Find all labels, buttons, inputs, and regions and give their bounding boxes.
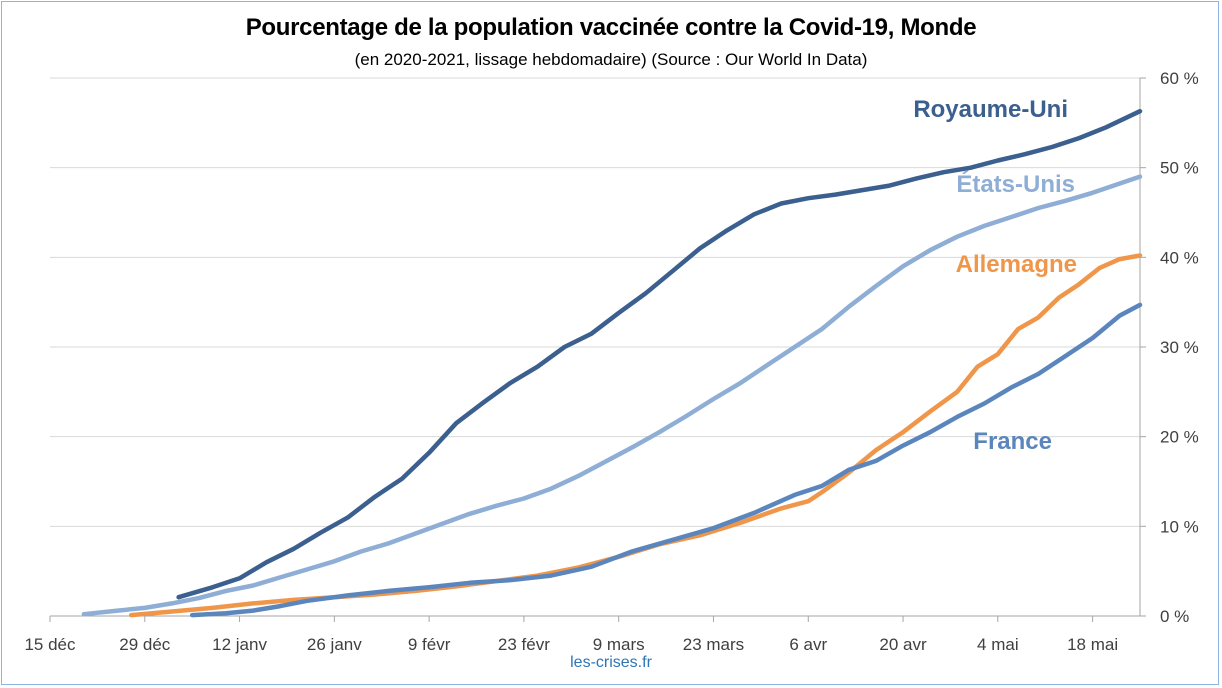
x-tick-label: 6 avr bbox=[789, 635, 827, 654]
x-tick-label: 23 févr bbox=[498, 635, 550, 654]
axes: 0 % 10 % 20 % 30 % 40 % 50 % 60 % 15 déc 29 déc 1… bbox=[24, 69, 1198, 654]
x-tick-label: 12 janv bbox=[212, 635, 267, 654]
x-tick-label: 9 févr bbox=[408, 635, 451, 654]
series-line-1 bbox=[81, 174, 1143, 617]
x-tick-label: 18 mai bbox=[1067, 635, 1118, 654]
x-tick-label: 23 mars bbox=[683, 635, 744, 654]
x-tick-label: 29 déc bbox=[119, 635, 171, 654]
source-credit: les-crises.fr bbox=[570, 654, 652, 671]
y-tick-label: 20 % bbox=[1160, 428, 1199, 447]
x-tick-label: 20 avr bbox=[879, 635, 927, 654]
y-tick-label: 10 % bbox=[1160, 517, 1199, 536]
series-line-0 bbox=[176, 108, 1143, 600]
series-labels: États-Unis Allemagne France Royaume-Uni bbox=[913, 96, 1077, 455]
series-label-2: Allemagne bbox=[956, 251, 1077, 278]
series-label-3: France bbox=[973, 428, 1052, 455]
series-line-3 bbox=[189, 302, 1143, 618]
chart-title: Pourcentage de la population vaccinée co… bbox=[245, 14, 977, 41]
y-tick-label: 40 % bbox=[1160, 248, 1199, 267]
gridlines bbox=[50, 77, 1140, 527]
x-tick-label: 9 mars bbox=[593, 635, 645, 654]
chart-subtitle: (en 2020-2021, lissage hebdomadaire) (So… bbox=[354, 50, 868, 69]
series-label-1: États-Unis bbox=[956, 170, 1075, 198]
y-tick-label: 60 % bbox=[1160, 69, 1199, 88]
y-tick-label: 50 % bbox=[1160, 159, 1199, 178]
x-tick-label: 4 mai bbox=[977, 635, 1019, 654]
y-tick-label: 30 % bbox=[1160, 338, 1199, 357]
y-tick-label: 0 % bbox=[1160, 607, 1189, 626]
series-lines bbox=[81, 108, 1143, 618]
x-tick-label: 15 déc bbox=[24, 635, 76, 654]
series-label-0: Royaume-Uni bbox=[913, 96, 1068, 123]
x-tick-label: 26 janv bbox=[307, 635, 362, 654]
